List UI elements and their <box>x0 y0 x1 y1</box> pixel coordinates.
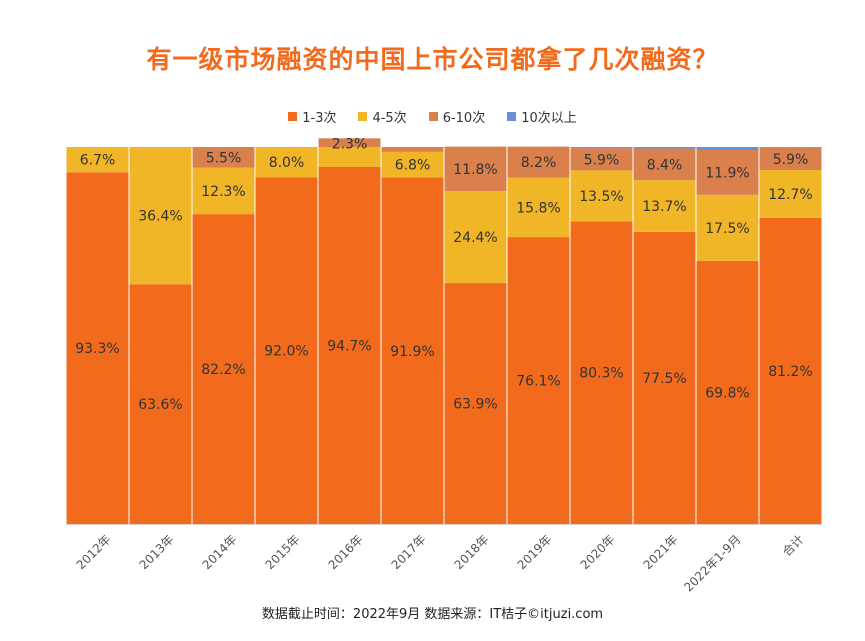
bar-segment-3-8 <box>570 147 633 149</box>
bar-segment-1-10 <box>696 194 759 261</box>
data-label-2-2: 5.5% <box>206 150 242 166</box>
x-tick-label-8: 2020年 <box>578 532 618 572</box>
bar-segment-0-9 <box>633 231 696 524</box>
data-label-2-10: 11.9% <box>705 165 749 181</box>
bar-segment-2-9 <box>633 148 696 181</box>
data-label-2-8: 5.9% <box>584 152 620 168</box>
data-label-1-6: 24.4% <box>453 230 497 246</box>
legend-label-2: 6-10次 <box>442 111 486 126</box>
bar-segment-0-3 <box>255 177 318 524</box>
bar-segment-0-5 <box>381 177 444 525</box>
bar-segment-1-7 <box>507 177 570 238</box>
bar-segment-1-1 <box>129 147 192 285</box>
bar-segment-0-6 <box>444 283 507 524</box>
data-label-2-7: 8.2% <box>521 155 557 171</box>
data-label-0-4: 94.7% <box>327 338 371 354</box>
data-label-0-1: 63.6% <box>138 397 182 413</box>
x-tick-label-4: 2016年 <box>326 532 366 572</box>
data-label-1-5: 6.8% <box>395 158 431 174</box>
bar-segment-0-7 <box>507 237 570 524</box>
data-label-2-9: 8.4% <box>647 157 683 173</box>
x-tick-label-0: 2012年 <box>74 532 114 572</box>
bar-segment-2-7 <box>507 146 570 178</box>
data-label-0-2: 82.2% <box>201 362 245 378</box>
bar-segment-2-10 <box>696 150 759 195</box>
bar-segment-0-10 <box>696 260 759 524</box>
x-tick-label-9: 2021年 <box>641 532 681 572</box>
legend-swatch-2 <box>428 112 438 121</box>
data-label-1-1: 36.4% <box>138 209 182 225</box>
data-label-0-9: 77.5% <box>642 371 686 387</box>
legend: 1-3次 4-5次 6-10次 10次以上 <box>0 107 865 126</box>
bar-segment-2-11 <box>759 147 822 170</box>
legend-item-2: 6-10次 <box>428 107 486 126</box>
x-tick-label-1: 2013年 <box>137 532 177 572</box>
legend-item-1: 4-5次 <box>358 107 407 126</box>
bar-segment-1-9 <box>633 180 696 232</box>
data-label-1-11: 12.7% <box>768 187 812 203</box>
data-label-2-4: 2.3% <box>332 136 368 152</box>
data-label-1-7: 15.8% <box>516 200 560 216</box>
legend-label-3: 10次以上 <box>521 111 577 126</box>
bar-segment-0-8 <box>570 221 633 525</box>
legend-label-1: 4-5次 <box>372 111 407 126</box>
data-label-1-2: 12.3% <box>201 184 245 200</box>
data-label-0-8: 80.3% <box>579 366 623 382</box>
bar-segment-2-6 <box>444 146 507 192</box>
x-tick-label-3: 2015年 <box>263 532 303 572</box>
data-label-0-6: 63.9% <box>453 397 497 413</box>
data-label-1-8: 13.5% <box>579 189 623 205</box>
x-tick-label-6: 2018年 <box>452 532 492 572</box>
x-tick-label-2: 2014年 <box>200 532 240 572</box>
bar-segment-1-11 <box>759 169 822 218</box>
data-label-0-5: 91.9% <box>390 344 434 360</box>
bar-segment-1-4 <box>318 147 381 167</box>
bar-segment-1-6 <box>444 191 507 284</box>
data-label-0-0: 93.3% <box>75 341 119 357</box>
bar-segment-2-5 <box>381 147 444 152</box>
legend-item-0: 1-3次 <box>288 107 336 126</box>
data-label-0-7: 76.1% <box>516 374 560 390</box>
bar-segment-3-11 <box>759 147 822 148</box>
bar-segment-1-5 <box>381 151 444 178</box>
data-label-1-0: 6.7% <box>80 153 116 169</box>
legend-swatch-1 <box>358 112 368 121</box>
bar-segment-1-0 <box>66 147 129 173</box>
chart-title: 有一级市场融资的中国上市公司都拿了几次融资？ <box>146 45 719 74</box>
bar-segment-1-3 <box>255 147 318 178</box>
x-tick-label-10: 2022年1-9月 <box>681 532 743 594</box>
bar-segment-2-8 <box>570 148 633 171</box>
data-label-0-3: 92.0% <box>264 344 308 360</box>
bar-segment-0-4 <box>318 166 381 524</box>
x-tick-label-7: 2019年 <box>515 532 555 572</box>
legend-label-0: 1-3次 <box>302 111 337 126</box>
data-label-0-10: 69.8% <box>705 385 749 401</box>
legend-swatch-0 <box>288 112 298 121</box>
bar-segment-2-2 <box>192 147 255 168</box>
x-tick-label-11: 合计 <box>779 532 807 560</box>
bar-segment-3-9 <box>633 147 696 149</box>
bar-segment-1-8 <box>570 170 633 222</box>
bar-segment-3-10 <box>696 147 759 151</box>
bar-segment-2-4 <box>318 138 381 147</box>
legend-item-3: 10次以上 <box>507 107 577 126</box>
bar-segment-0-0 <box>66 172 129 524</box>
data-label-1-10: 17.5% <box>705 221 749 237</box>
legend-swatch-3 <box>507 112 517 121</box>
bar-segment-0-2 <box>192 214 255 524</box>
data-label-2-11: 5.9% <box>773 152 809 168</box>
data-label-1-3: 8.0% <box>269 155 305 171</box>
bar-segment-0-11 <box>759 217 822 524</box>
data-label-1-9: 13.7% <box>642 199 686 215</box>
data-source-note: 数据截止时间：2022年9月 数据来源：IT桔子©itjuzi.com <box>261 607 604 622</box>
x-tick-label-5: 2017年 <box>389 532 429 572</box>
data-label-2-6: 11.8% <box>453 162 497 178</box>
bar-segment-0-1 <box>129 284 192 524</box>
data-label-0-11: 81.2% <box>768 364 812 380</box>
bar-segment-1-2 <box>192 167 255 215</box>
